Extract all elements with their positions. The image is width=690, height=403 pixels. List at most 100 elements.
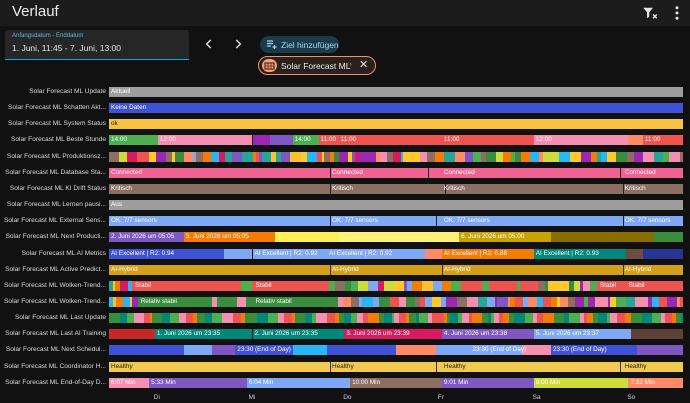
state-segment[interactable] — [183, 345, 213, 356]
state-segment[interactable] — [532, 280, 539, 291]
state-segment[interactable] — [267, 313, 279, 324]
state-segment[interactable] — [137, 296, 213, 307]
state-segment[interactable] — [415, 313, 420, 324]
state-segment[interactable] — [379, 296, 391, 307]
state-segment[interactable] — [330, 151, 335, 162]
state-segment[interactable] — [367, 313, 380, 324]
state-segment[interactable] — [386, 151, 394, 162]
state-segment[interactable] — [635, 296, 639, 307]
state-segment[interactable] — [524, 313, 534, 324]
state-segment[interactable] — [550, 345, 638, 356]
state-segment[interactable] — [129, 296, 133, 307]
state-segment[interactable] — [223, 248, 253, 259]
state-segment[interactable] — [606, 313, 611, 324]
state-segment[interactable] — [338, 151, 349, 162]
state-segment[interactable] — [292, 345, 328, 356]
state-segment[interactable] — [237, 296, 247, 307]
state-segment[interactable] — [321, 151, 325, 162]
state-segment[interactable] — [485, 151, 498, 162]
state-segment[interactable] — [660, 280, 665, 291]
state-segment[interactable] — [126, 151, 138, 162]
state-segment[interactable] — [338, 296, 344, 307]
state-segment[interactable] — [574, 296, 585, 307]
state-segment[interactable] — [677, 296, 681, 307]
state-segment[interactable] — [269, 135, 293, 146]
state-segment[interactable] — [109, 296, 114, 307]
state-segment[interactable] — [548, 280, 559, 291]
state-segment[interactable] — [497, 296, 509, 307]
state-segment[interactable] — [331, 296, 339, 307]
state-segment[interactable] — [109, 313, 121, 324]
timeline-track[interactable]: AI-Hybrid AI-Hybrid AI-Hybrid AI-Hybrid — [109, 264, 683, 275]
timeline-track[interactable]: Kritisch Kritisch Kritisch Kritisch — [109, 183, 683, 194]
state-segment[interactable] — [659, 296, 668, 307]
state-segment[interactable] — [291, 313, 296, 324]
state-segment[interactable] — [615, 151, 628, 162]
state-segment[interactable] — [362, 313, 369, 324]
timeline-track[interactable]: 23:30 (End of Day) 23:30 (End of Day) 23:3… — [109, 345, 683, 356]
state-segment[interactable] — [542, 151, 549, 162]
state-segment[interactable] — [440, 296, 447, 307]
state-segment[interactable] — [542, 313, 555, 324]
state-segment[interactable] — [465, 280, 471, 291]
state-segment[interactable] — [338, 135, 442, 146]
state-segment[interactable] — [312, 313, 317, 324]
state-segment[interactable] — [241, 280, 254, 291]
state-segment[interactable] — [507, 296, 511, 307]
state-segment[interactable] — [283, 313, 293, 324]
state-segment[interactable] — [631, 313, 643, 324]
state-segment[interactable] — [444, 183, 446, 194]
state-segment[interactable] — [554, 313, 565, 324]
state-segment[interactable] — [252, 329, 345, 340]
state-segment[interactable] — [597, 151, 602, 162]
state-segment[interactable] — [607, 296, 612, 307]
add-target-button[interactable]: Ziel hinzufügen — [260, 36, 339, 53]
state-segment[interactable] — [443, 151, 456, 162]
state-segment[interactable] — [642, 248, 683, 259]
state-segment[interactable] — [307, 151, 318, 162]
state-segment[interactable] — [109, 361, 683, 372]
state-segment[interactable] — [679, 296, 683, 307]
date-range-picker[interactable]: Anfangsdatum - Enddatum 1. Juni, 11:45 -… — [5, 30, 189, 60]
state-segment[interactable] — [533, 329, 632, 340]
state-segment[interactable] — [109, 377, 150, 388]
state-segment[interactable] — [109, 167, 683, 178]
state-segment[interactable] — [487, 313, 492, 324]
state-segment[interactable] — [246, 296, 251, 307]
state-segment[interactable] — [680, 151, 683, 162]
state-segment[interactable] — [568, 280, 575, 291]
state-segment[interactable] — [622, 216, 624, 227]
state-segment[interactable] — [109, 232, 184, 243]
state-segment[interactable] — [615, 296, 627, 307]
state-segment[interactable] — [412, 280, 423, 291]
state-segment[interactable] — [351, 280, 360, 291]
timeline-track[interactable]: Keine Daten — [109, 103, 683, 114]
filter-remove-icon[interactable] — [641, 4, 659, 22]
state-segment[interactable] — [186, 313, 194, 324]
state-segment[interactable] — [115, 296, 124, 307]
state-segment[interactable] — [252, 248, 328, 259]
state-segment[interactable] — [648, 296, 653, 307]
state-segment[interactable] — [564, 313, 571, 324]
state-segment[interactable] — [157, 135, 253, 146]
state-segment[interactable] — [326, 280, 330, 291]
state-segment[interactable] — [212, 345, 236, 356]
state-segment[interactable] — [344, 313, 352, 324]
state-segment[interactable] — [350, 377, 442, 388]
timeline-track[interactable]: 14:00 12:00 14:00 11:00 11:00 11:00 12:00 11:00 — [109, 135, 683, 146]
state-segment[interactable] — [419, 296, 426, 307]
state-segment[interactable] — [277, 313, 285, 324]
state-segment[interactable] — [550, 296, 558, 307]
state-segment[interactable] — [468, 313, 473, 324]
timeline-track[interactable]: Aktuell — [109, 87, 683, 97]
state-segment[interactable] — [333, 151, 340, 162]
state-segment[interactable] — [196, 313, 206, 324]
state-segment[interactable] — [396, 345, 437, 356]
state-segment[interactable] — [398, 296, 407, 307]
state-segment[interactable] — [368, 151, 377, 162]
state-segment[interactable] — [345, 280, 352, 291]
state-segment[interactable] — [432, 313, 445, 324]
state-segment[interactable] — [149, 313, 153, 324]
state-segment[interactable] — [193, 313, 198, 324]
state-segment[interactable] — [109, 345, 184, 356]
